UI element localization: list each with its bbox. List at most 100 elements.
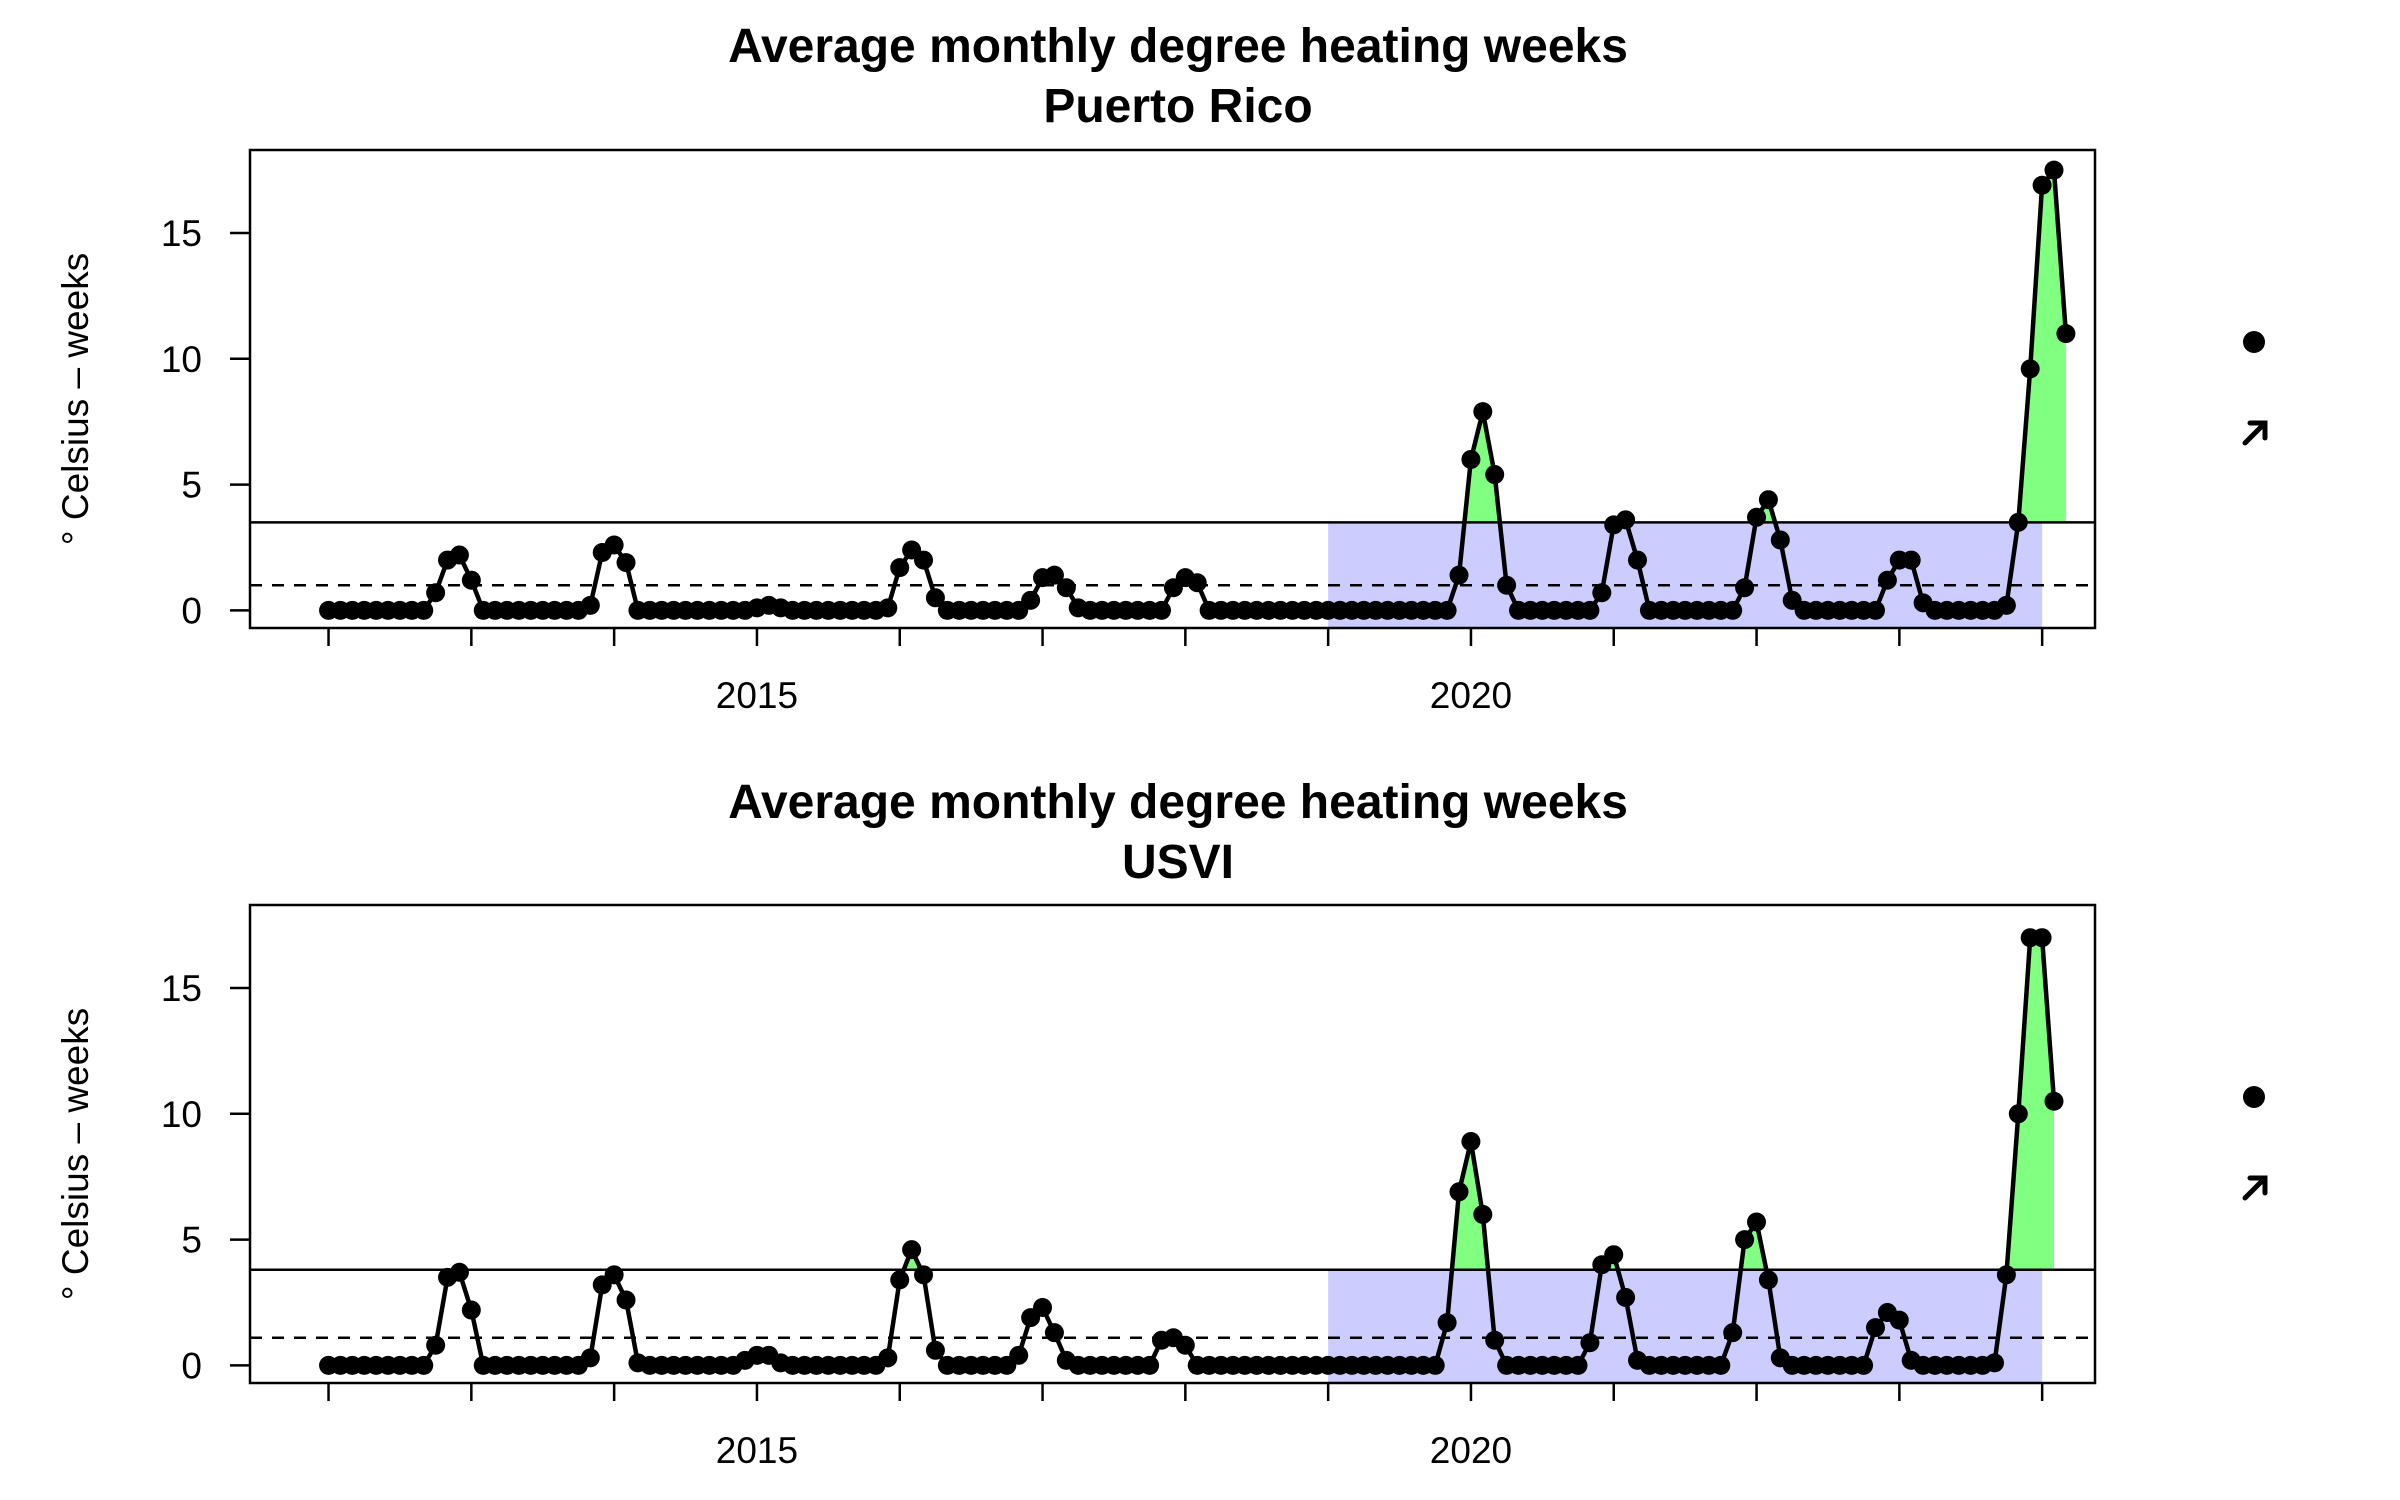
data-point — [2032, 175, 2052, 195]
data-point — [1628, 550, 1648, 570]
data-point — [461, 1300, 481, 1320]
data-point — [2056, 324, 2076, 344]
plot-area: 0 5 10 15 2015 2020 — [161, 148, 2268, 716]
panel-puerto-rico: Average monthly degree heating weeks Pue… — [55, 20, 2268, 716]
chart-title: Average monthly degree heating weeks — [728, 20, 1628, 73]
above-sd-fill — [1451, 1141, 1489, 1270]
chart-title: Average monthly degree heating weeks — [728, 776, 1628, 829]
above-sd-fill — [2006, 937, 2054, 1270]
data-point — [616, 1290, 636, 1310]
data-point — [1996, 1265, 2016, 1285]
data-point — [1033, 1298, 1053, 1318]
data-point — [1723, 600, 1743, 620]
data-point — [1437, 600, 1457, 620]
data-point — [1865, 1318, 1885, 1338]
data-point — [914, 1265, 934, 1285]
x-tick-label: 2015 — [716, 1430, 798, 1471]
arrow-head — [2247, 1175, 2268, 1196]
data-point — [1187, 573, 1207, 593]
data-point — [925, 1340, 945, 1360]
data-point — [1175, 1335, 1195, 1355]
data-point — [1747, 1212, 1767, 1232]
y-axis-label: ° Celsius – weeks — [55, 253, 96, 545]
data-point — [1461, 1131, 1481, 1151]
data-point — [604, 1265, 624, 1285]
data-point — [1901, 550, 1921, 570]
plot-frame — [248, 903, 2097, 1385]
data-point — [1996, 595, 2016, 615]
trend-arrow-icon — [2242, 1175, 2268, 1201]
data-point — [1485, 1330, 1505, 1350]
data-point — [1009, 1345, 1029, 1365]
data-point — [1497, 575, 1517, 595]
data-point — [1865, 600, 1885, 620]
data-point — [1485, 465, 1505, 485]
data-point — [1854, 1355, 1874, 1375]
panel-usvi: Average monthly degree heating weeks USV… — [55, 776, 2268, 1471]
y-tick-label: 10 — [161, 1094, 202, 1135]
data-point — [1758, 490, 1778, 510]
data-point — [580, 1348, 600, 1368]
data-point — [1723, 1323, 1743, 1343]
arrow-head — [2247, 420, 2268, 441]
trend-arrow-icon — [2242, 420, 2268, 446]
data-point — [1735, 1230, 1755, 1250]
data-point — [1580, 600, 1600, 620]
data-point — [1758, 1270, 1778, 1290]
above-sd-fill — [1464, 411, 1500, 523]
data-point — [1473, 1204, 1493, 1224]
status-dot-icon — [2243, 331, 2265, 353]
chart-subtitle: USVI — [1122, 836, 1234, 889]
y-tick-label: 0 — [181, 1345, 202, 1386]
data-point — [1152, 600, 1172, 620]
data-point — [914, 550, 934, 570]
status-dot-icon — [2243, 1086, 2265, 1108]
data-point — [890, 558, 910, 578]
plot-frame — [248, 148, 2097, 630]
y-axis-label: ° Celsius – weeks — [55, 1008, 96, 1300]
data-point — [1984, 1353, 2004, 1373]
data-point — [1140, 1355, 1160, 1375]
y-tick-label: 5 — [181, 1220, 202, 1261]
data-point — [902, 1240, 922, 1260]
chart-subtitle: Puerto Rico — [1043, 80, 1312, 133]
y-tick-label: 10 — [161, 339, 202, 380]
data-point — [414, 600, 434, 620]
data-point — [426, 583, 446, 603]
data-point — [580, 595, 600, 615]
data-point — [449, 1262, 469, 1282]
arrow-shaft — [2242, 422, 2266, 446]
data-point — [1044, 1323, 1064, 1343]
y-tick-label: 0 — [181, 590, 202, 631]
data-point — [1568, 1355, 1588, 1375]
data-point — [1449, 1182, 1469, 1202]
data-point — [1616, 510, 1636, 530]
y-tick-label: 5 — [181, 465, 202, 506]
data-point — [1044, 565, 1064, 585]
data-point — [2044, 160, 2064, 180]
data-point — [1461, 449, 1481, 469]
data-point — [890, 1270, 910, 1290]
data-point — [1747, 507, 1767, 527]
data-point — [1425, 1355, 1445, 1375]
data-point — [878, 598, 898, 618]
data-point — [1711, 1355, 1731, 1375]
data-point — [1021, 590, 1041, 610]
arrow-shaft — [2242, 1177, 2266, 1201]
data-point — [1616, 1287, 1636, 1307]
x-tick-label: 2020 — [1430, 1430, 1512, 1471]
plot-area: 0 5 10 15 2015 2020 — [161, 903, 2268, 1471]
data-point — [2044, 1091, 2064, 1111]
data-point — [616, 553, 636, 573]
data-point — [414, 1355, 434, 1375]
data-point — [1473, 402, 1493, 422]
data-point — [1449, 565, 1469, 585]
data-point — [1056, 578, 1076, 598]
data-point — [1889, 1310, 1909, 1330]
data-point — [426, 1335, 446, 1355]
y-tick-label: 15 — [161, 213, 202, 254]
data-point — [2008, 512, 2028, 532]
data-point — [1604, 1245, 1624, 1265]
x-tick-label: 2020 — [1430, 675, 1512, 716]
